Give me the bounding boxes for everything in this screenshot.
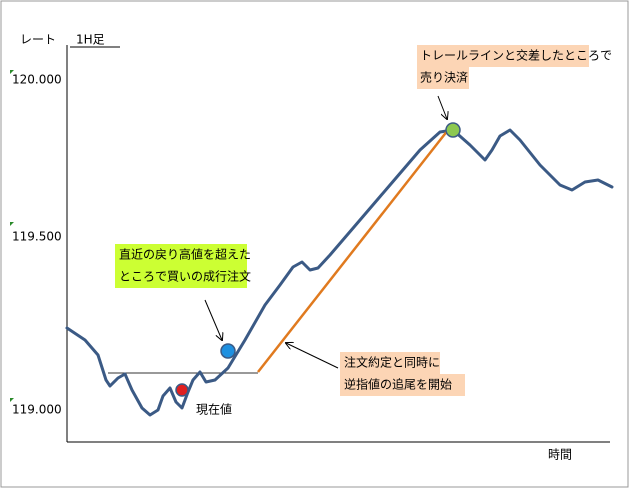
timeframe: 1H足 (76, 33, 105, 47)
trail-line (257, 129, 449, 373)
price-curve (65, 128, 614, 417)
buy-point (220, 343, 236, 359)
callout-box (340, 352, 440, 374)
x-label: 時間 (548, 448, 572, 462)
callout-box (115, 266, 247, 288)
callout-text: 注文約定と同時に (344, 355, 440, 370)
callout-box (115, 244, 247, 266)
callout-text: ところで買いの成行注文 (119, 269, 251, 284)
tick-flag (10, 70, 14, 74)
arrow (204, 299, 222, 340)
sell-point (445, 122, 461, 138)
tick-label: 120.000 (12, 73, 62, 87)
tick-flag (10, 222, 14, 226)
current-point (175, 383, 189, 397)
callout-box (340, 374, 465, 396)
y-label: レート (20, 33, 56, 47)
tick-label: 119.500 (12, 230, 62, 244)
callout-text: 逆指値の追尾を開始 (344, 377, 452, 392)
current-label: 現在値 (196, 402, 232, 417)
arrow (286, 343, 339, 369)
tick-label: 119.000 (12, 403, 62, 417)
arrow (437, 95, 447, 119)
callout-text: トレールラインと交差したところで (420, 48, 612, 63)
callout-text: 売り決済 (420, 70, 468, 85)
callout-box (417, 45, 589, 67)
tick-flag (10, 398, 14, 402)
callout-text: 直近の戻り高値を超えた (119, 247, 251, 262)
callout-box (417, 67, 469, 89)
